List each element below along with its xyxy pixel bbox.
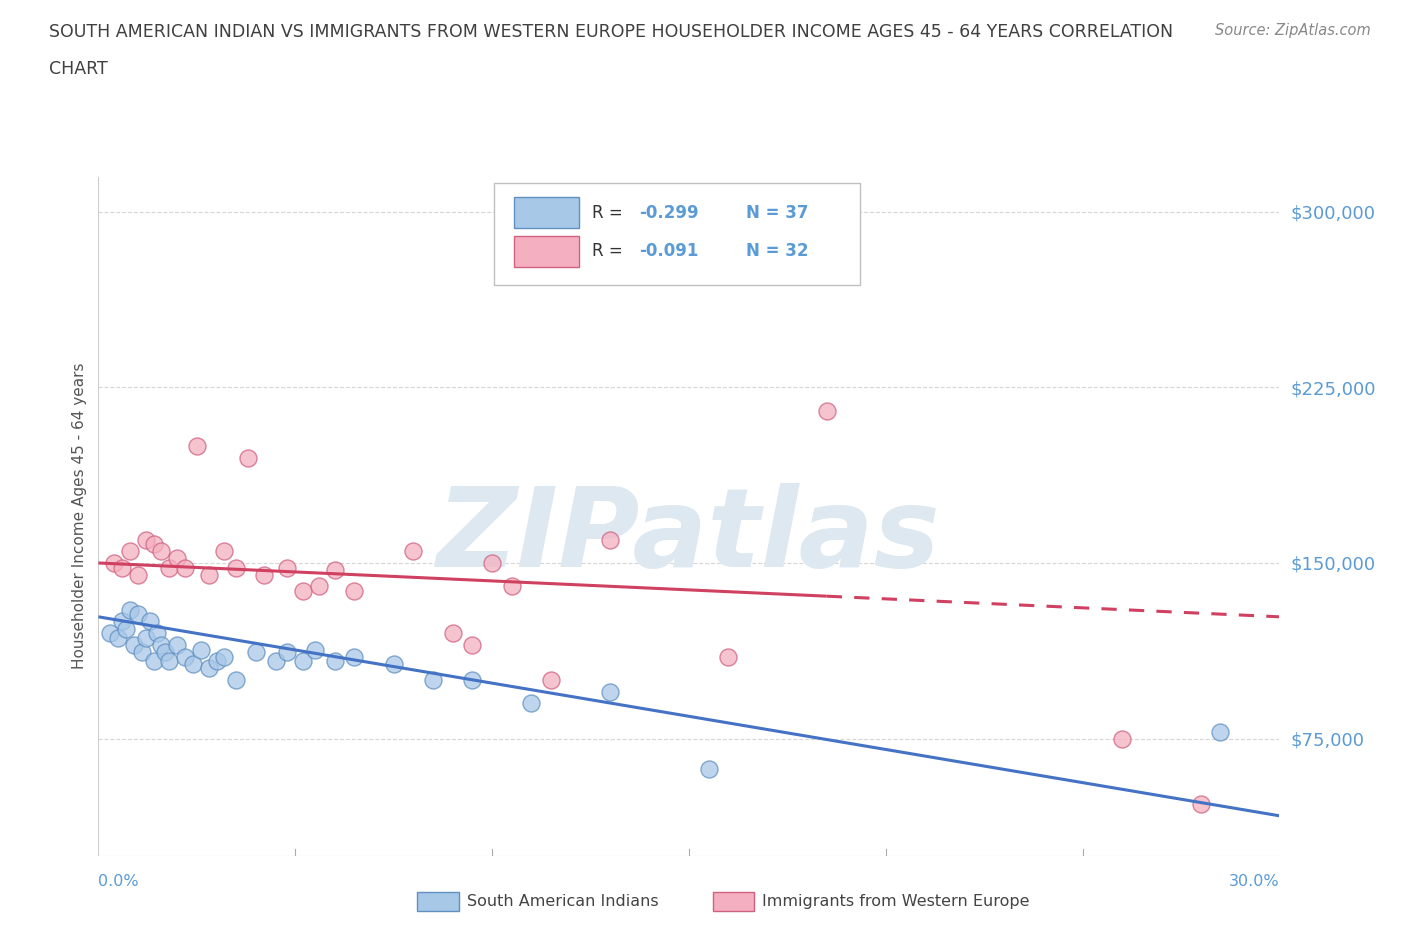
- Text: Source: ZipAtlas.com: Source: ZipAtlas.com: [1215, 23, 1371, 38]
- Point: [190, 642, 212, 657]
- Point: [382, 657, 405, 671]
- Point: [815, 404, 838, 418]
- Point: [225, 672, 247, 687]
- Point: [253, 567, 276, 582]
- Point: [118, 544, 141, 559]
- Point: [599, 532, 621, 547]
- Point: [157, 654, 180, 669]
- Point: [520, 696, 543, 711]
- FancyBboxPatch shape: [494, 183, 860, 286]
- Point: [225, 560, 247, 575]
- Point: [115, 621, 138, 636]
- Point: [461, 672, 484, 687]
- Point: [166, 551, 188, 565]
- Point: [441, 626, 464, 641]
- Point: [304, 642, 326, 657]
- Point: [343, 584, 366, 599]
- Point: [118, 603, 141, 618]
- Point: [98, 626, 121, 641]
- Point: [166, 637, 188, 652]
- Point: [174, 649, 197, 664]
- Point: [276, 644, 298, 659]
- Point: [1111, 731, 1133, 746]
- Point: [122, 637, 145, 652]
- Bar: [515, 197, 579, 228]
- Point: [103, 555, 125, 570]
- Text: N = 32: N = 32: [745, 243, 808, 260]
- Point: [717, 649, 740, 664]
- Point: [697, 762, 720, 777]
- Text: ZIPatlas: ZIPatlas: [437, 483, 941, 590]
- Text: South American Indians: South American Indians: [467, 895, 658, 910]
- Point: [150, 544, 173, 559]
- Text: SOUTH AMERICAN INDIAN VS IMMIGRANTS FROM WESTERN EUROPE HOUSEHOLDER INCOME AGES : SOUTH AMERICAN INDIAN VS IMMIGRANTS FROM…: [49, 23, 1174, 41]
- Point: [111, 614, 134, 629]
- Point: [264, 654, 287, 669]
- Bar: [515, 236, 579, 267]
- Text: 30.0%: 30.0%: [1229, 874, 1279, 889]
- Point: [402, 544, 425, 559]
- Point: [174, 560, 197, 575]
- Point: [197, 661, 219, 676]
- Point: [197, 567, 219, 582]
- Point: [461, 637, 484, 652]
- Point: [245, 644, 267, 659]
- Point: [501, 579, 523, 594]
- Point: [276, 560, 298, 575]
- Text: Immigrants from Western Europe: Immigrants from Western Europe: [762, 895, 1029, 910]
- Point: [155, 644, 177, 659]
- Text: CHART: CHART: [49, 60, 108, 78]
- Point: [323, 654, 346, 669]
- Point: [422, 672, 444, 687]
- Point: [308, 579, 330, 594]
- Bar: [418, 892, 458, 911]
- Text: N = 37: N = 37: [745, 204, 808, 221]
- Point: [205, 654, 228, 669]
- Point: [127, 607, 149, 622]
- Point: [135, 532, 157, 547]
- Point: [236, 450, 259, 465]
- Point: [214, 649, 236, 664]
- Point: [186, 438, 208, 453]
- Point: [111, 560, 134, 575]
- Point: [146, 626, 169, 641]
- Bar: [713, 892, 754, 911]
- Point: [157, 560, 180, 575]
- Point: [323, 563, 346, 578]
- Point: [131, 644, 153, 659]
- Point: [343, 649, 366, 664]
- Text: R =: R =: [592, 204, 628, 221]
- Point: [599, 684, 621, 699]
- Point: [181, 657, 204, 671]
- Point: [292, 654, 315, 669]
- Point: [142, 654, 165, 669]
- Point: [481, 555, 503, 570]
- Point: [1189, 797, 1212, 812]
- Point: [107, 631, 129, 645]
- Text: -0.091: -0.091: [640, 243, 699, 260]
- Text: 0.0%: 0.0%: [98, 874, 139, 889]
- Point: [1209, 724, 1232, 739]
- Point: [150, 637, 173, 652]
- Text: R =: R =: [592, 243, 628, 260]
- Point: [540, 672, 562, 687]
- Point: [127, 567, 149, 582]
- Point: [292, 584, 315, 599]
- Point: [138, 614, 160, 629]
- Point: [135, 631, 157, 645]
- Text: -0.299: -0.299: [640, 204, 699, 221]
- Y-axis label: Householder Income Ages 45 - 64 years: Householder Income Ages 45 - 64 years: [72, 363, 87, 670]
- Point: [214, 544, 236, 559]
- Point: [142, 537, 165, 551]
